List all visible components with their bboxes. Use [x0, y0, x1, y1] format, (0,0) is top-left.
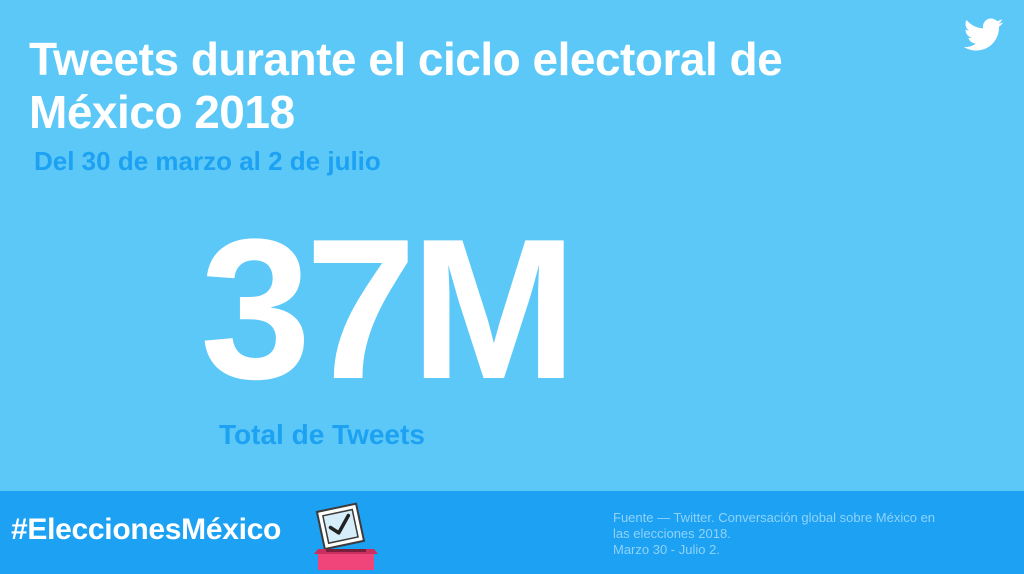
source-note: Fuente — Twitter. Conversación global so… [613, 510, 1013, 558]
page-title: Tweets durante el ciclo electoral de Méx… [29, 33, 783, 138]
source-line: Marzo 30 - Julio 2. [613, 542, 720, 557]
footer-bar: #EleccionesMéxico Fuente — Twitter. Conv… [0, 491, 1024, 574]
source-line: Fuente — Twitter. Conversación global so… [613, 510, 936, 525]
hashtag: #EleccionesMéxico [11, 513, 282, 546]
ballot-box-icon [314, 502, 378, 570]
total-tweets-value: 37M [200, 198, 577, 421]
date-range-subtitle: Del 30 de marzo al 2 de julio [34, 146, 381, 176]
total-tweets-label: Total de Tweets [219, 419, 425, 450]
twitter-bird-icon [964, 18, 1004, 51]
source-line: las elecciones 2018. [613, 526, 731, 541]
